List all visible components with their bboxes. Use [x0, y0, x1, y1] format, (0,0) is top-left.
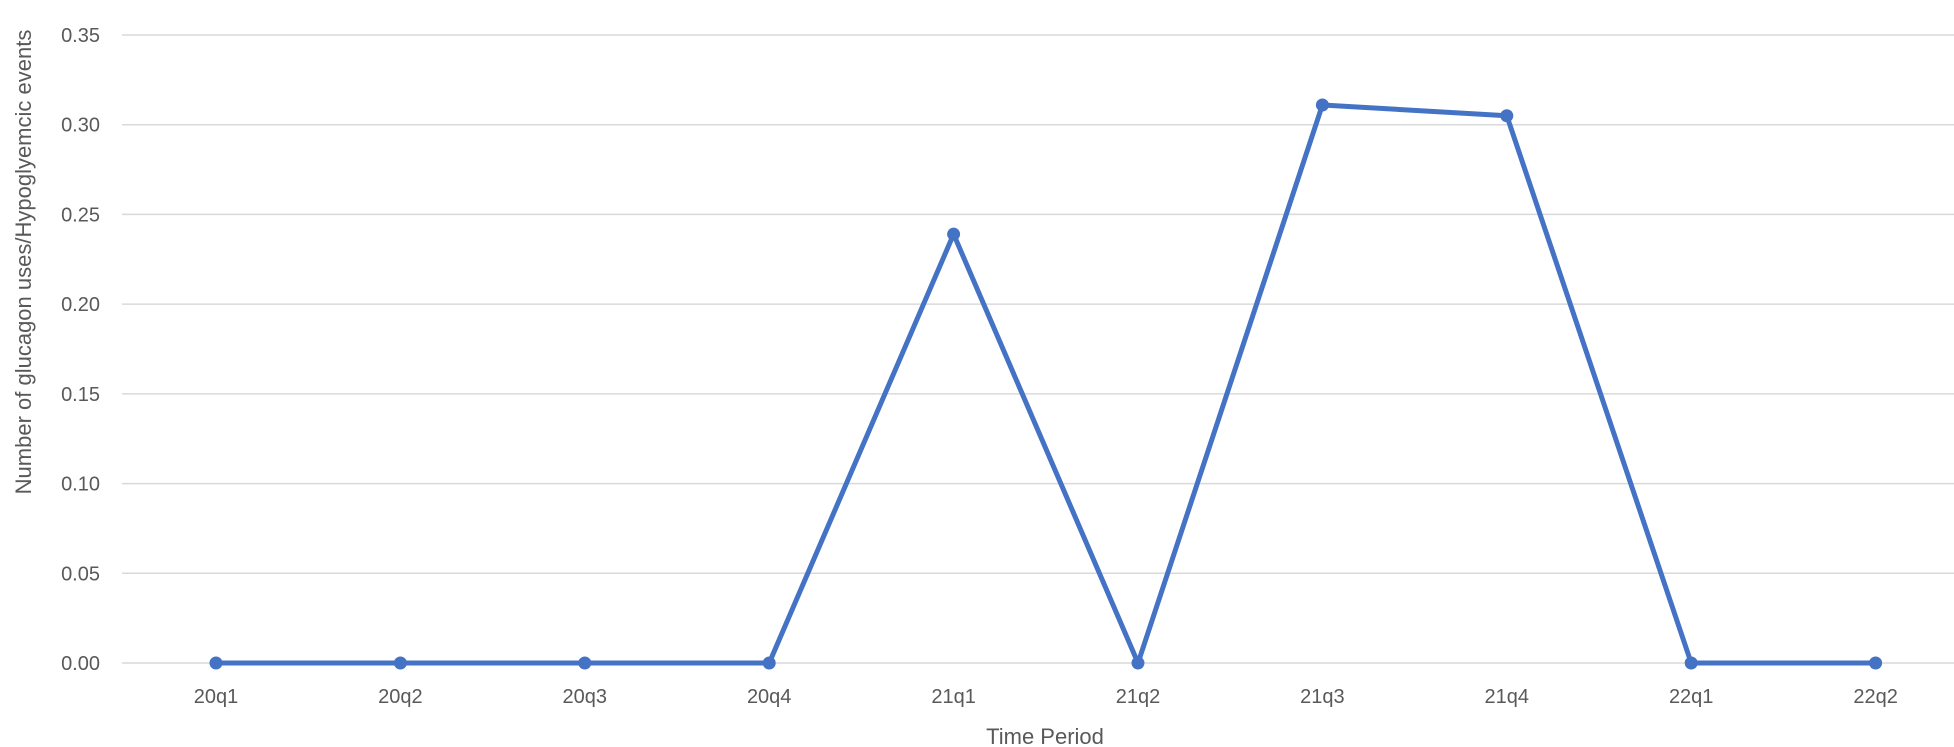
x-tick-label: 20q4	[747, 686, 792, 708]
data-point	[393, 656, 407, 670]
data-point	[762, 656, 776, 670]
data-point	[209, 656, 223, 670]
x-axis-ticks: 20q1 20q2 20q3 20q4 21q1 21q2 21q3 21q4 22q1 22q2	[194, 686, 1898, 708]
y-axis-ticks: 0.00 0.05 0.10 0.15 0.20 0.25 0.30 0.35	[61, 25, 100, 675]
x-tick-label: 21q2	[1116, 686, 1161, 708]
y-tick-label: 0.30	[61, 115, 100, 137]
data-point	[1500, 109, 1514, 123]
y-tick-label: 0.00	[61, 653, 100, 675]
x-tick-label: 21q4	[1485, 686, 1530, 708]
y-tick-label: 0.15	[61, 384, 100, 406]
x-tick-label: 20q3	[563, 686, 608, 708]
x-tick-label: 21q1	[931, 686, 976, 708]
data-point	[578, 656, 592, 670]
y-tick-label: 0.05	[61, 563, 100, 585]
y-tick-label: 0.20	[61, 294, 100, 316]
x-axis-title: Time Period	[986, 724, 1104, 747]
data-point	[1315, 98, 1329, 112]
x-tick-label: 21q3	[1300, 686, 1345, 708]
y-axis-title: Number of glucagon uses/Hypoglyemcic eve…	[11, 30, 36, 495]
data-point	[1684, 656, 1698, 670]
series-line	[213, 102, 1879, 666]
y-tick-label: 0.25	[61, 204, 100, 226]
y-tick-label: 0.10	[61, 474, 100, 496]
data-point	[1131, 656, 1145, 670]
x-tick-label: 20q1	[194, 686, 239, 708]
series-layer	[209, 98, 1883, 670]
data-point	[1869, 656, 1883, 670]
gridlines	[122, 34, 1954, 664]
x-tick-label: 20q2	[378, 686, 423, 708]
x-tick-label: 22q1	[1669, 686, 1714, 708]
y-tick-label: 0.35	[61, 25, 100, 47]
x-tick-label: 22q2	[1853, 686, 1898, 708]
data-point	[947, 227, 961, 241]
